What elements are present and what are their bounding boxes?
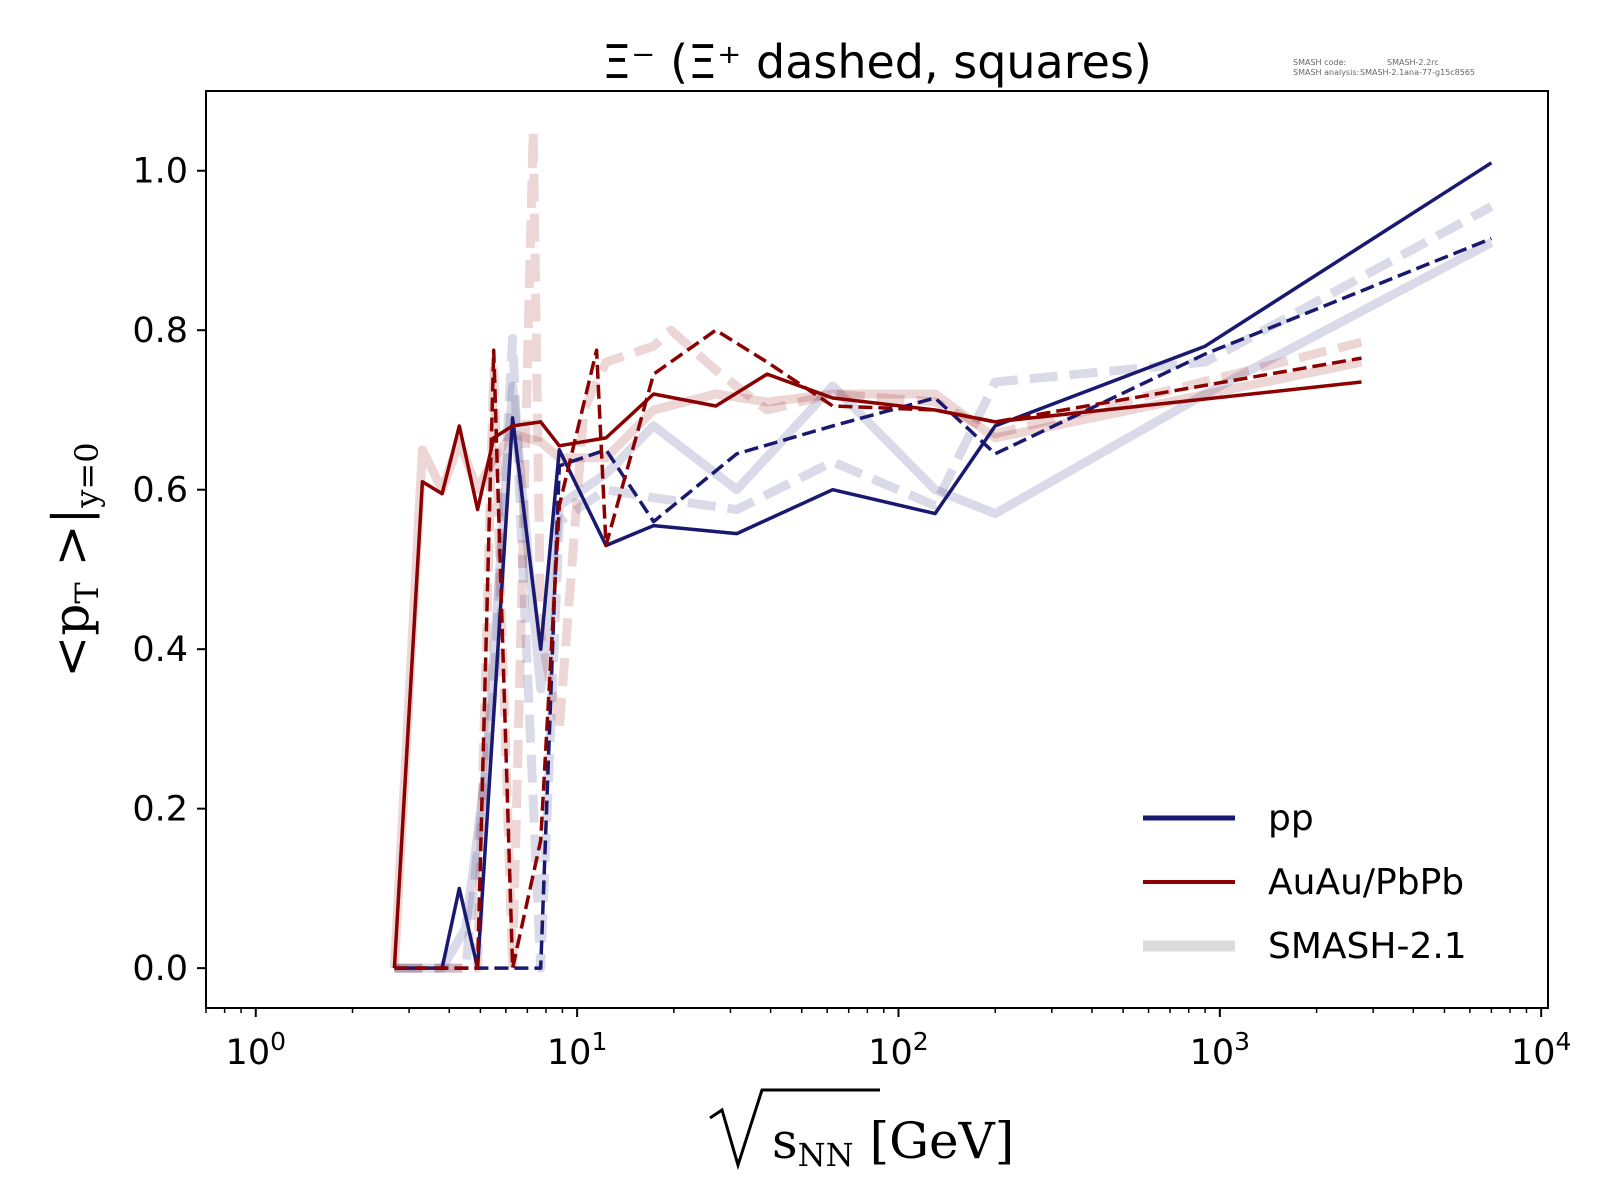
version-line2-value: SMASH-2.1ana-77-g15c8565 [1360,68,1475,77]
y-axis-label: <pT >|y=0 [42,442,106,677]
chart-title: Ξ⁻ (Ξ⁺ dashed, squares) [602,35,1152,89]
legend-label-smash: SMASH-2.1 [1268,926,1467,967]
x-tick-label: 102 [868,1027,928,1073]
legend: pp AuAu/PbPb SMASH-2.1 [1143,798,1467,967]
svg-text:sNN [GeV]: sNN [GeV] [772,1112,1014,1174]
x-tick-label: 103 [1190,1027,1250,1073]
legend-label-pp: pp [1268,798,1314,839]
x-axis-label: sNN [GeV] [709,1088,1014,1174]
y-tick-label: 0.6 [132,471,188,511]
series-layer [389,126,1494,973]
y-tick-label: 0.8 [132,311,188,351]
series-line-auau-pbpb [392,372,1362,969]
plot-frame [205,90,1549,1009]
series-line-auau-pbpb- [394,328,1362,970]
x-tick-label: 104 [1511,1027,1571,1073]
sqrt-sign [709,1088,880,1171]
version-line2-key: SMASH analysis: [1293,68,1359,77]
svg-text:<pT >|y=0: <pT >|y=0 [42,442,106,677]
x-tick-label: 101 [547,1027,607,1073]
y-tick-label: 1.0 [132,152,188,192]
version-line1-value: SMASH-2.2rc [1387,58,1439,67]
y-tick-label: 0.4 [132,630,188,670]
y-tick-label: 0.2 [132,790,188,830]
version-line1-key: SMASH code: [1293,58,1346,67]
legend-label-auau: AuAu/PbPb [1268,862,1464,903]
series-line-smash-2-1-pp- [394,202,1494,973]
version-info: SMASH code: SMASH-2.2rc SMASH analysis: … [1293,58,1475,77]
series-line-smash-2-1-pp [394,238,1494,973]
y-tick-label: 0.0 [132,949,188,989]
x-tick-label: 100 [226,1027,286,1073]
ticks-layer: 0.0 0.2 0.4 0.6 0.8 1.0 100 101 102 103 104 [132,152,1571,1073]
